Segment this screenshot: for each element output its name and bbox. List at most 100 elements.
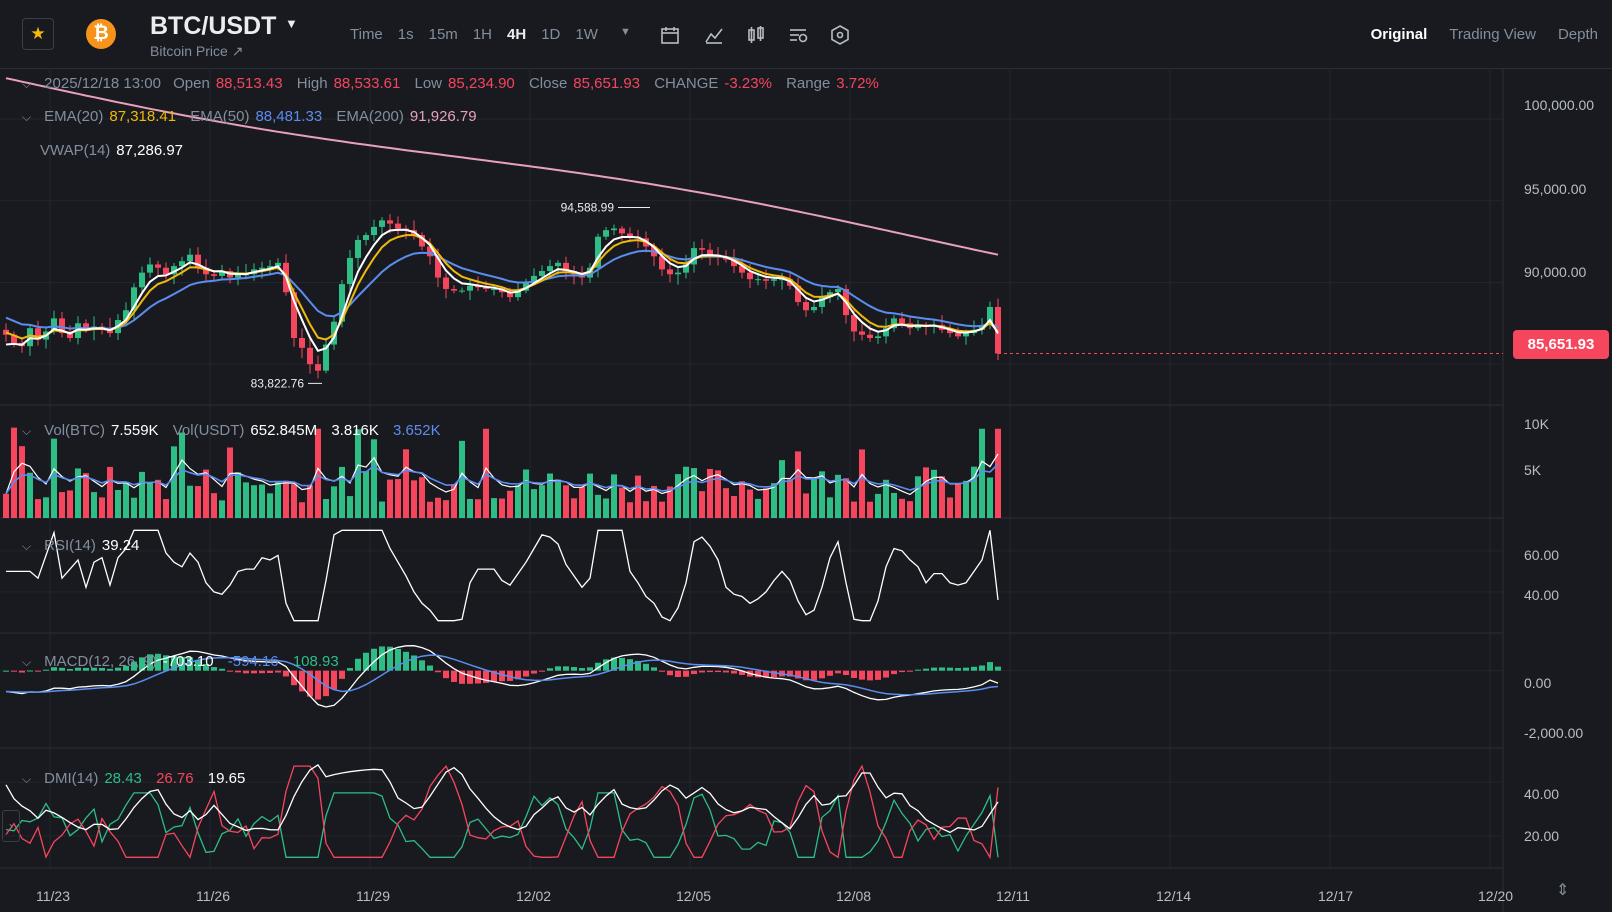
volume-bar [459,440,465,518]
macd-histogram-bar [259,670,265,674]
vwap-legend: VWAP(14) 87,286.97 [40,142,193,159]
candle [707,249,713,255]
volume-bar [363,471,369,518]
volume-bar [211,493,217,518]
open-label: Open [173,75,210,92]
volume-bar [547,473,553,518]
collapse-chevron-icon[interactable]: ⌵ [22,539,32,553]
macd-histogram-bar [59,667,65,671]
fit-height-icon[interactable]: ⇕ [1556,882,1570,899]
volume-bar [171,446,177,518]
macd-histogram-bar [491,670,497,682]
candle [59,318,65,334]
side-expand-icon[interactable]: › [2,810,20,842]
candle [291,292,297,338]
volume-bar [603,498,609,518]
view-trading-view[interactable]: Trading View [1449,26,1536,43]
close-value: 85,651.93 [573,75,641,92]
candle [67,333,73,338]
volume-bar [531,489,537,518]
macd-histogram-bar [731,670,737,674]
candle [611,228,617,231]
macd-histogram-bar [203,663,209,671]
macd-histogram-bar [443,670,449,679]
high-annotation: 94,588.99 [561,200,615,214]
interval-15m[interactable]: 15m [428,26,458,43]
low-annotation: 83,822.76 [251,376,305,390]
indicator-line-icon[interactable] [703,24,725,46]
volume-bar [979,428,985,518]
macd-histogram-bar [843,670,849,676]
candle [899,318,905,324]
candle [683,264,689,273]
chart-settings-icon[interactable] [787,24,809,46]
candle [659,256,665,270]
ohlc-legend: ⌵ 2025/12/18 13:00 Open 88,513.43 High 88,… [22,75,889,92]
macd-histogram-bar [163,655,169,671]
interval-1h[interactable]: 1H [472,26,492,43]
vol-axis-label: 10K [1524,416,1549,432]
collapse-chevron-icon[interactable]: ⌵ [22,110,32,124]
volume-bar [187,485,193,518]
interval-time[interactable]: Time [350,26,383,43]
collapse-chevron-icon[interactable]: ⌵ [22,772,32,786]
dmi-axis-label: 20.00 [1524,828,1560,844]
pair-title[interactable]: BTC/USDT [150,12,277,40]
candle [747,272,753,280]
volume-bar [555,479,561,518]
volume-bar [819,471,825,518]
interval-1w[interactable]: 1W [575,26,598,43]
macd-histogram-bar [219,668,225,671]
volume-bar [643,501,649,518]
candle [379,220,385,227]
volume-bar [467,498,473,518]
vol-usdt-value: 652.845M [250,422,318,439]
ohlc-date: 2025/12/18 13:00 [44,75,161,92]
calendar-icon[interactable] [659,24,681,46]
view-original[interactable]: Original [1370,26,1428,43]
view-depth[interactable]: Depth [1557,26,1598,43]
macd-histogram-bar [939,667,945,671]
volume-bar [883,479,889,518]
pair-dropdown-icon[interactable]: ▼ [285,16,298,31]
macd-histogram-bar [635,660,641,671]
macd-histogram-bar [915,669,921,671]
collapse-chevron-icon[interactable]: ⌵ [22,77,32,91]
interval-1d[interactable]: 1D [541,26,561,43]
low-label: Low [414,75,443,92]
volume-bar [331,486,337,518]
macd-histogram-bar [75,667,81,671]
bitcoin-price-link[interactable]: Bitcoin Price ↗ [150,43,244,59]
macd-histogram-bar [659,670,665,672]
dmi-minus-line [5,764,999,860]
interval-4h[interactable]: 4H [507,26,527,43]
candle [147,264,153,273]
volume-bar [443,500,449,518]
dmi-adx-line [5,764,999,834]
time-axis-label: 12/08 [836,888,872,904]
volume-bar [83,473,89,518]
volume-bar [627,502,633,518]
macd-histogram-bar [187,657,193,671]
macd-histogram-bar [579,668,585,671]
candle [851,315,857,332]
macd-histogram-bar [675,670,681,678]
macd-histogram-bar [347,668,353,671]
volume-bar [859,449,865,518]
candle [355,239,361,258]
macd-histogram-bar [539,670,545,672]
candle-type-icon[interactable] [745,24,767,46]
macd-histogram-bar [91,667,97,671]
hexagon-settings-icon[interactable] [829,24,851,46]
candle [307,347,313,365]
collapse-chevron-icon[interactable]: ⌵ [22,424,32,438]
collapse-chevron-icon[interactable]: ⌵ [22,655,32,669]
macd-histogram-bar [899,670,905,673]
favorite-star-icon[interactable]: ★ [22,18,54,50]
more-intervals-icon[interactable]: ▼ [620,26,631,38]
macd-histogram-bar [307,670,313,697]
interval-1s[interactable]: 1s [397,26,414,43]
candle [987,306,993,325]
dmi-axis-label: 40.00 [1524,786,1560,802]
